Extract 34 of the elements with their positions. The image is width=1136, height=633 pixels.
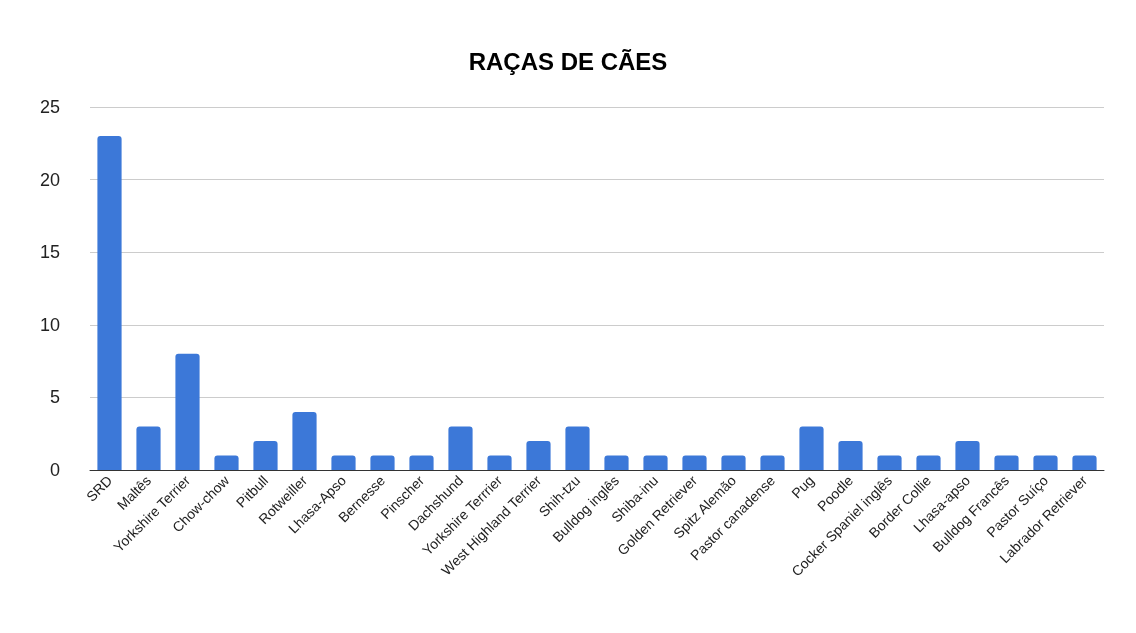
bar bbox=[526, 440, 551, 470]
bar bbox=[721, 455, 746, 470]
bar bbox=[175, 353, 200, 470]
bar bbox=[916, 455, 941, 470]
y-tick-label: 10 bbox=[39, 314, 60, 335]
bar bbox=[448, 426, 473, 470]
bar bbox=[838, 440, 863, 470]
bar bbox=[994, 455, 1019, 470]
y-tick-label: 15 bbox=[39, 242, 60, 263]
bar bbox=[331, 455, 356, 470]
bar bbox=[760, 455, 785, 470]
bar bbox=[799, 426, 824, 470]
bar bbox=[409, 455, 434, 470]
bar bbox=[292, 411, 317, 470]
bar bbox=[370, 455, 395, 470]
y-tick-label: 0 bbox=[49, 460, 60, 480]
bar bbox=[604, 455, 629, 470]
bar bbox=[1033, 455, 1058, 470]
chart-title: RAÇAS DE CÃES bbox=[468, 47, 668, 75]
bar bbox=[253, 440, 278, 470]
bar bbox=[136, 426, 161, 470]
y-tick-label: 25 bbox=[39, 97, 60, 117]
x-tick-label: Pug bbox=[788, 472, 818, 502]
y-tick-label: 20 bbox=[39, 169, 60, 190]
bar bbox=[877, 455, 902, 470]
bar bbox=[1072, 455, 1097, 470]
bar bbox=[487, 455, 512, 470]
bar bbox=[682, 455, 707, 470]
bar bbox=[214, 455, 239, 470]
bar bbox=[565, 426, 590, 470]
bar bbox=[955, 440, 980, 470]
bar bbox=[643, 455, 668, 470]
y-tick-label: 5 bbox=[49, 387, 60, 408]
bar bbox=[97, 136, 122, 470]
